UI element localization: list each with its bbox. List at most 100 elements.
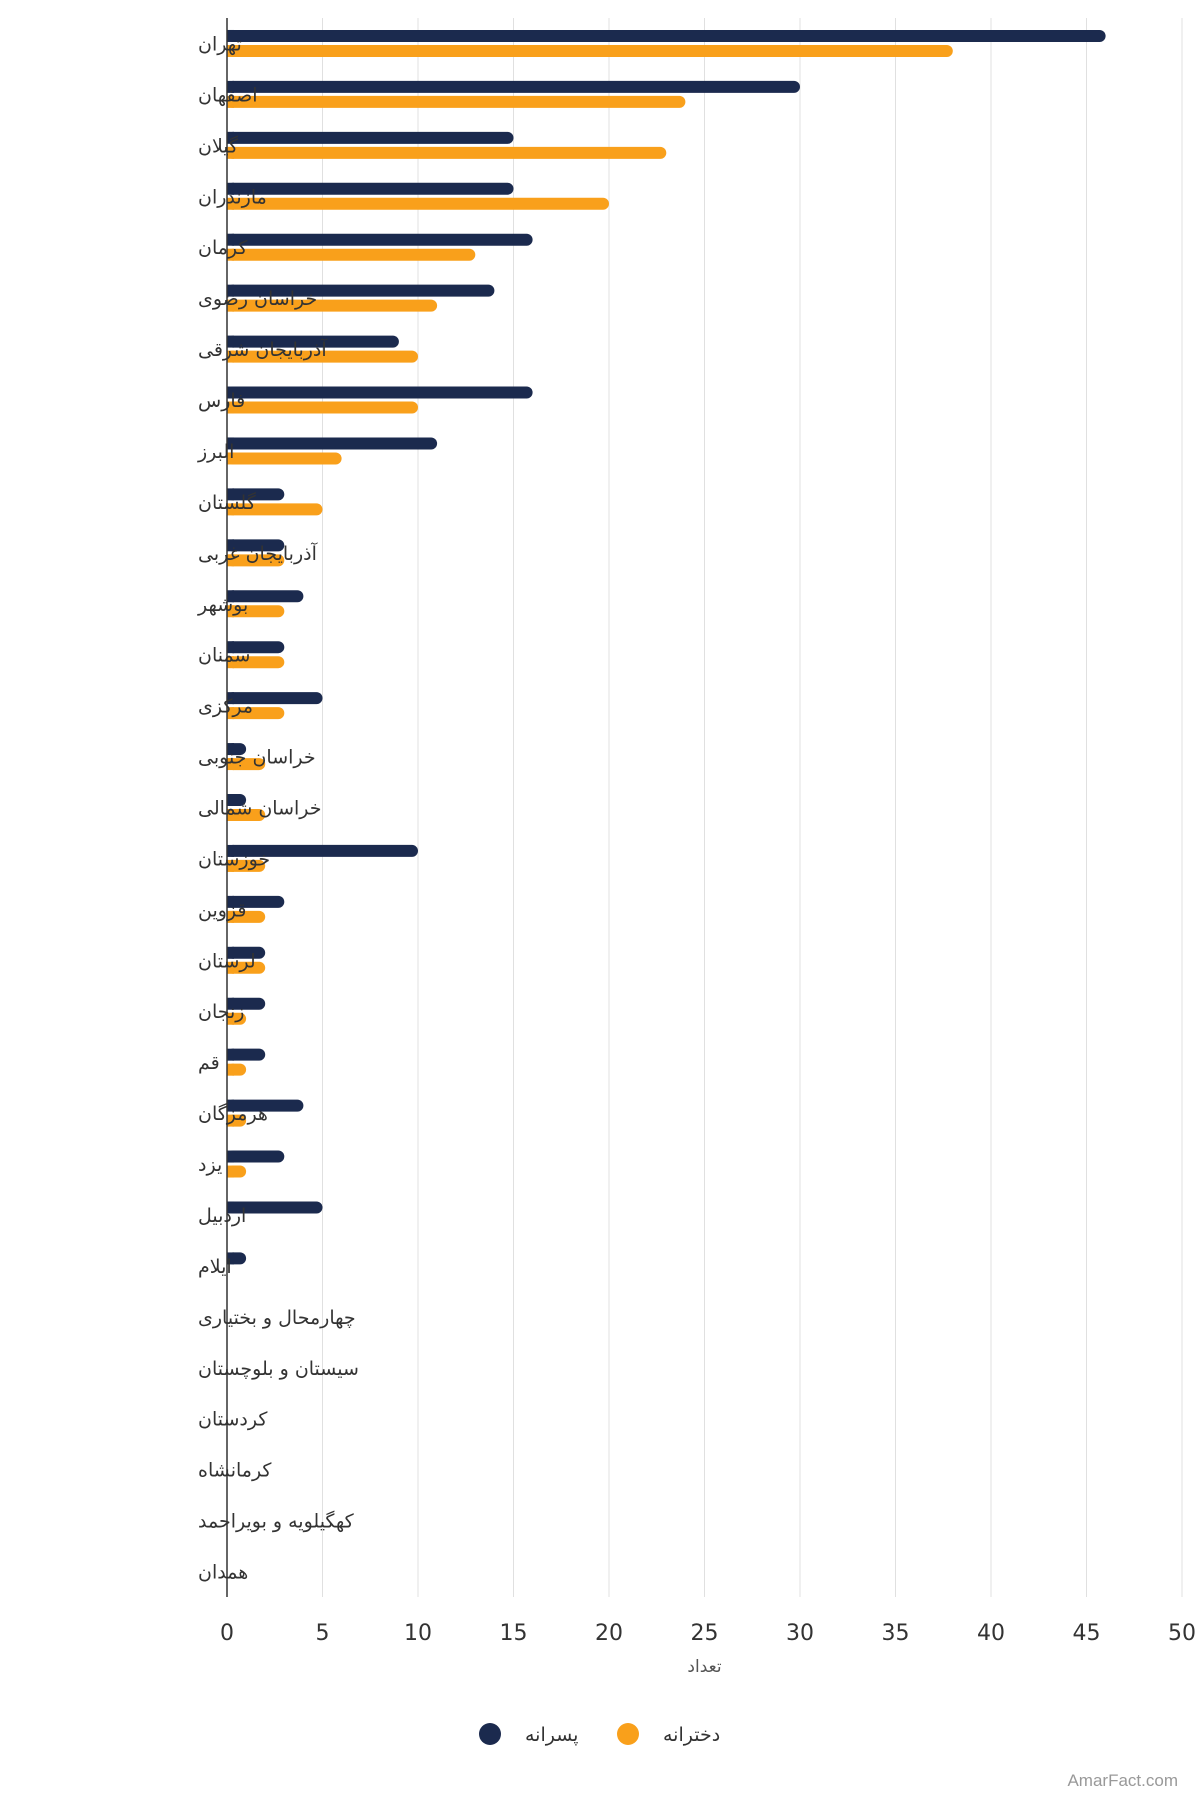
category-label: خوزستان [198, 848, 270, 870]
bar-boys[interactable] [227, 590, 304, 603]
bar-girls[interactable] [227, 197, 609, 210]
bar-boys[interactable] [227, 335, 399, 348]
bar-girls-base [227, 146, 234, 159]
bar-boys[interactable] [227, 182, 514, 195]
legend-item-boys[interactable]: پسرانه [479, 1723, 578, 1746]
bar-girls[interactable] [227, 44, 953, 57]
bar-girls-base [227, 299, 234, 312]
grid-lines [322, 18, 1183, 1597]
category-label: آذربایجان شرقی [198, 337, 327, 361]
bar-boys[interactable] [227, 641, 285, 654]
bar-boys[interactable] [227, 692, 323, 705]
bar-girls[interactable] [227, 299, 438, 312]
x-tick-label: 10 [404, 1621, 432, 1646]
bar-boys[interactable] [227, 386, 533, 399]
bar-girls[interactable] [227, 656, 285, 669]
category-label: کردستان [198, 1409, 268, 1431]
legend-label: پسرانه [525, 1724, 578, 1746]
bar-girls[interactable] [227, 605, 285, 618]
x-tick-label: 30 [786, 1621, 814, 1646]
x-tick-label: 0 [220, 1621, 234, 1646]
bar-boys-base [227, 1048, 234, 1061]
bar-boys[interactable] [227, 997, 266, 1010]
bar-boys-base [227, 997, 234, 1010]
category-label: هرمزگان [198, 1102, 268, 1125]
category-label: گیلان [198, 134, 239, 157]
bar-boys[interactable] [227, 29, 1106, 42]
bar-girls-base [227, 44, 234, 57]
category-label: لرستان [198, 950, 256, 972]
bar-girls-base [227, 1063, 234, 1076]
bar-girls[interactable] [227, 248, 476, 261]
category-label: خراسان شمالی [198, 798, 322, 820]
bar-girls[interactable] [227, 95, 686, 108]
bars [227, 29, 1106, 1265]
bar-girls-base [227, 707, 234, 720]
bar-girls[interactable] [227, 961, 266, 974]
bar-boys[interactable] [227, 488, 285, 501]
bar-girls-base [227, 554, 234, 567]
bar-girls[interactable] [227, 503, 323, 516]
bar-boys-base [227, 233, 234, 246]
bar-girls[interactable] [227, 401, 418, 414]
bar-girls[interactable] [227, 146, 667, 159]
bar-boys[interactable] [227, 844, 418, 857]
bar-girls[interactable] [227, 554, 285, 567]
bar-boys[interactable] [227, 437, 438, 450]
category-label: مازندران [198, 186, 267, 208]
bar-boys[interactable] [227, 1099, 304, 1112]
credit-text[interactable]: AmarFact.com [1067, 1771, 1178, 1790]
category-label: کرمان [198, 237, 248, 259]
bar-boys[interactable] [227, 284, 495, 297]
bar-boys[interactable] [227, 946, 266, 959]
bar-boys[interactable] [227, 895, 285, 908]
bar-girls-base [227, 401, 234, 414]
category-label: سیستان و بلوچستان [198, 1358, 359, 1380]
bar-boys[interactable] [227, 539, 285, 552]
bar-boys[interactable] [227, 131, 514, 144]
category-label: بوشهر [197, 594, 248, 616]
bar-boys-base [227, 182, 234, 195]
x-tick-label: 15 [500, 1621, 528, 1646]
bar-girls[interactable] [227, 350, 418, 363]
bar-boys-base [227, 386, 234, 399]
category-label: خراسان رضوی [198, 288, 317, 310]
bar-girls[interactable] [227, 758, 266, 771]
bar-boys[interactable] [227, 80, 800, 93]
bar-girls-base [227, 910, 234, 923]
category-label: یزد [198, 1154, 222, 1176]
bar-boys-base [227, 641, 234, 654]
bar-girls-base [227, 197, 234, 210]
category-label: اصفهان [198, 84, 258, 106]
bar-girls[interactable] [227, 452, 342, 465]
bar-girls-base [227, 248, 234, 261]
bar-boys[interactable] [227, 233, 533, 246]
bar-girls-base [227, 1165, 234, 1178]
bar-boys-base [227, 1150, 234, 1163]
bar-girls[interactable] [227, 910, 266, 923]
bar-boys[interactable] [227, 1048, 266, 1061]
category-label: ایلام [198, 1256, 232, 1278]
legend-item-girls[interactable]: دخترانه [617, 1723, 720, 1746]
bar-girls-base [227, 1012, 234, 1025]
category-label: آذربایجان غربی [198, 541, 318, 565]
bar-boys-base [227, 437, 234, 450]
bar-girls-base [227, 95, 234, 108]
x-tick-label: 20 [595, 1621, 623, 1646]
bar-girls[interactable] [227, 707, 285, 720]
bar-boys-base [227, 895, 234, 908]
bar-boys-base [227, 590, 234, 603]
legend-label: دخترانه [663, 1724, 720, 1746]
x-tick-label: 25 [691, 1621, 719, 1646]
bar-girls-base [227, 656, 234, 669]
bar-boys[interactable] [227, 1201, 323, 1214]
bar-girls[interactable] [227, 859, 266, 872]
bar-girls-base [227, 809, 234, 821]
bar-girls[interactable] [227, 809, 266, 821]
x-tick-label: 35 [882, 1621, 910, 1646]
bar-girls-base [227, 452, 234, 465]
bar-boys-base [227, 1252, 234, 1265]
bar-boys[interactable] [227, 1150, 285, 1163]
category-label: اردبیل [198, 1205, 246, 1227]
